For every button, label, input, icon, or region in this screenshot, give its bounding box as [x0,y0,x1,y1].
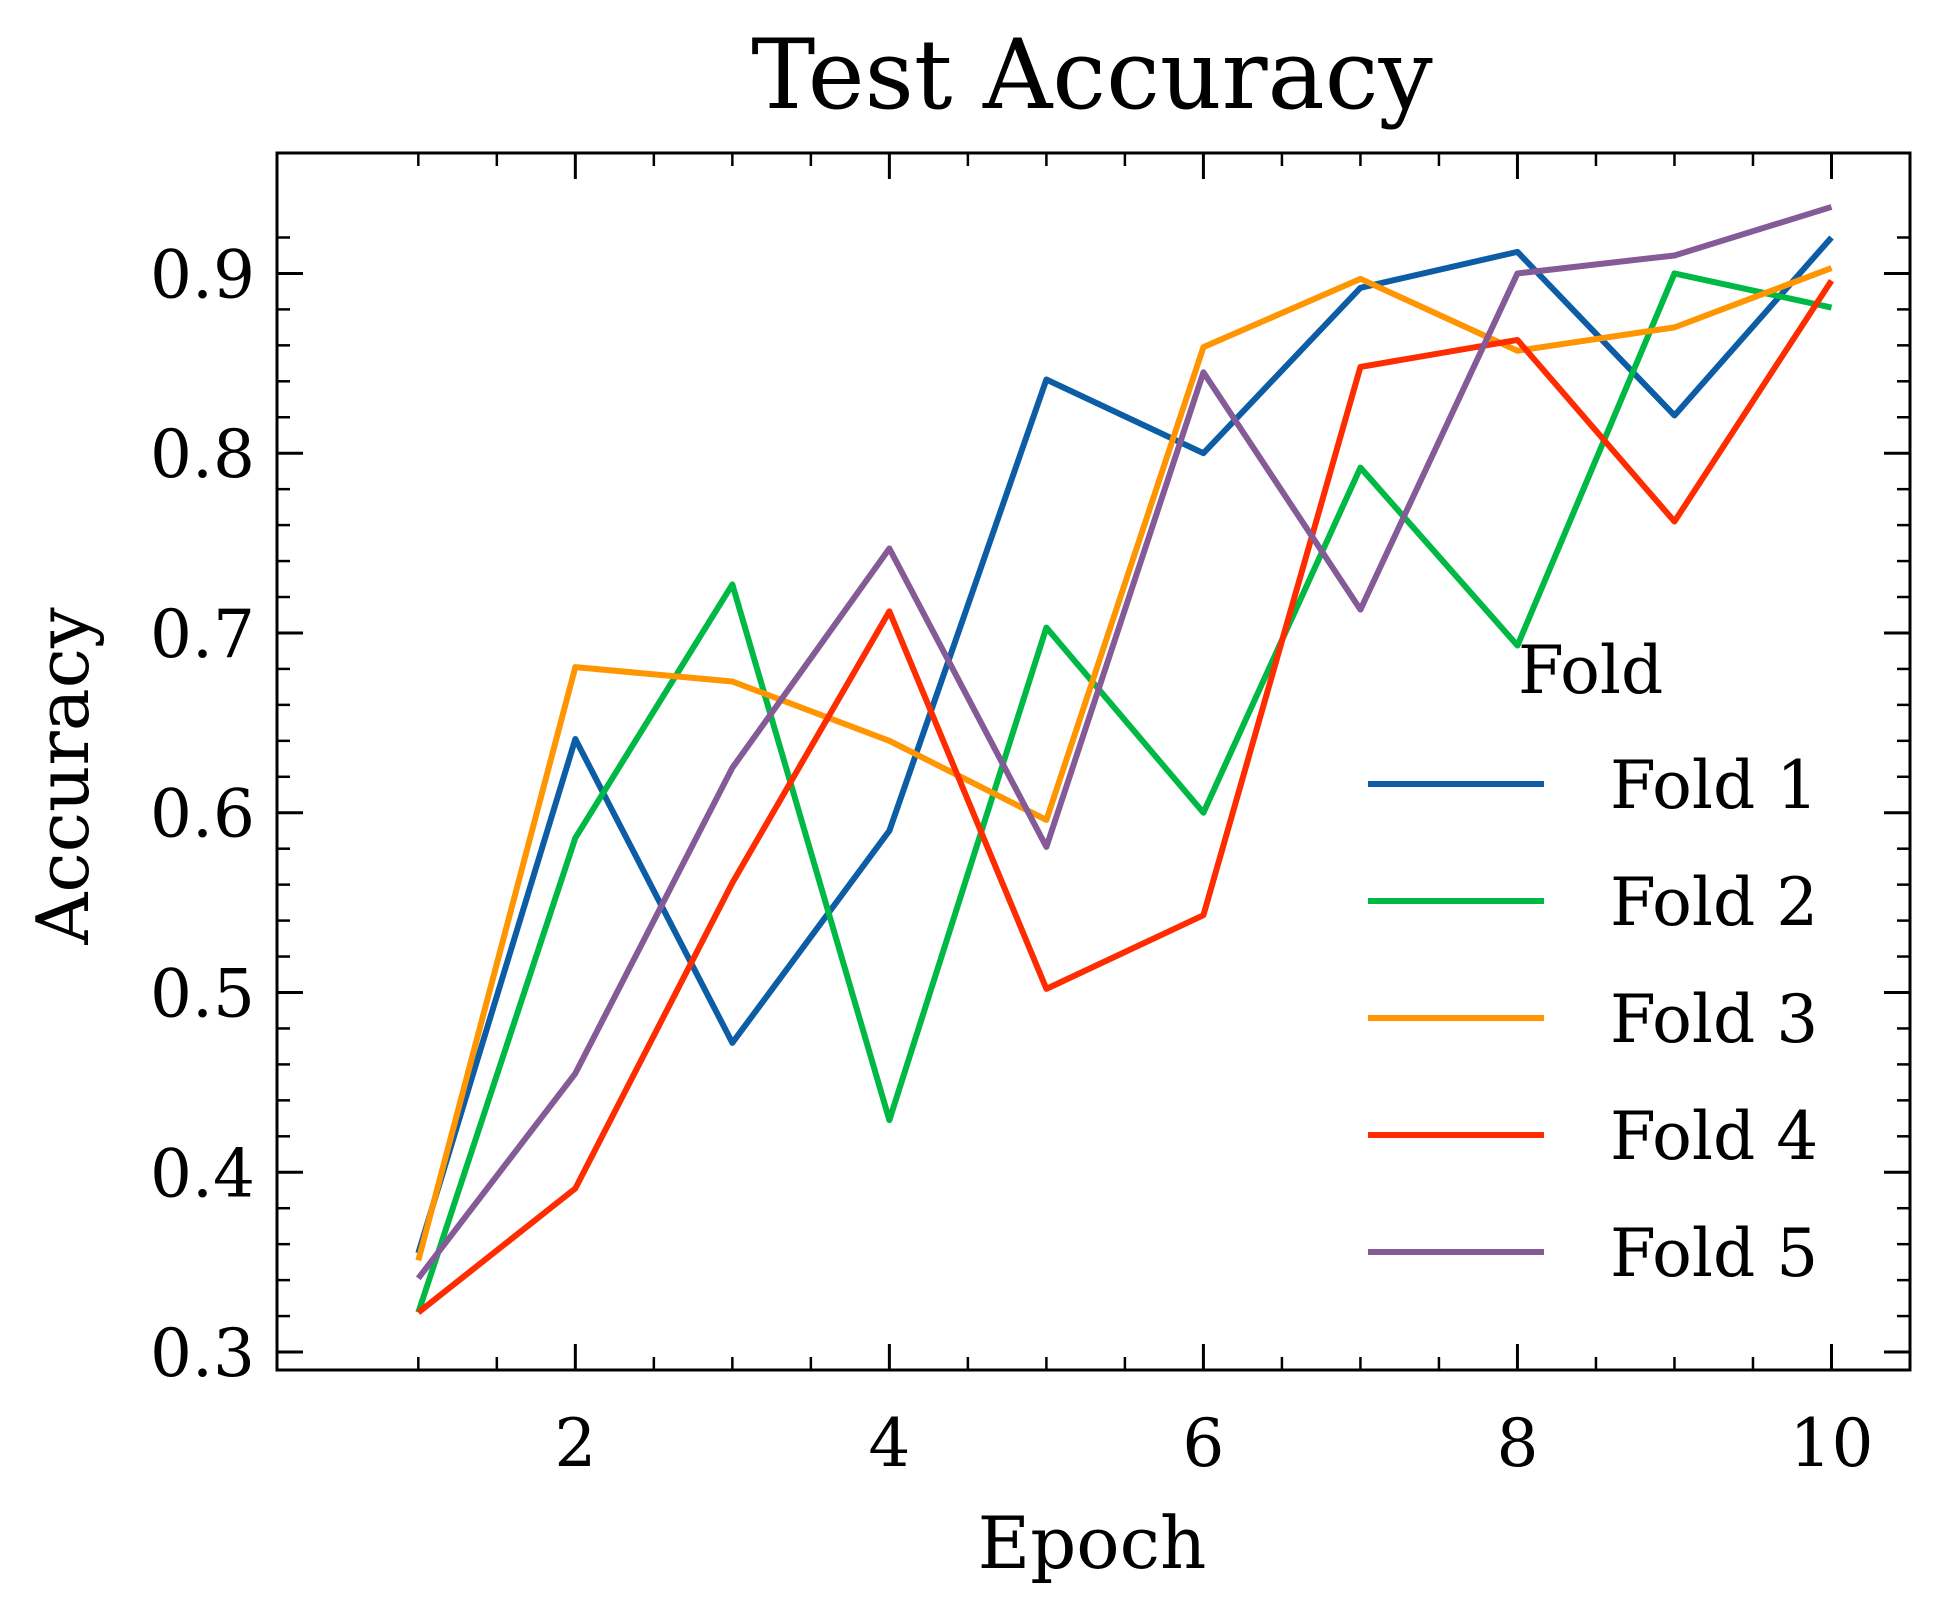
legend-label-fold-5: Fold 5 [1610,1215,1818,1292]
legend-label-fold-2: Fold 2 [1610,864,1818,941]
legend-label-fold-4: Fold 4 [1610,1098,1818,1175]
legend: Fold Fold 1 Fold 2 Fold 3 Fold 4 Fold 5 [1368,632,1818,1292]
y-tick-label: 0.9 [150,236,255,313]
y-tick-label: 0.4 [150,1135,255,1212]
series-line-fold-5 [415,204,1833,1281]
x-tick-label: 10 [1789,1405,1873,1482]
y-tick-label: 0.3 [150,1315,255,1392]
y-tick-label: 0.7 [150,596,255,673]
x-axis-label: Epoch [978,1501,1207,1585]
y-tick-label: 0.5 [150,955,255,1032]
legend-label-fold-3: Fold 3 [1610,981,1818,1058]
series-line-fold-2 [415,270,1833,1314]
chart-title: Test Accuracy [751,19,1433,131]
series-line-fold-1 [415,235,1834,1255]
series-line-fold-3 [415,265,1833,1262]
x-tick-label: 6 [1182,1405,1224,1482]
axis-ticks [277,153,1910,1370]
tick-labels: 2 4 6 8 10 0.3 0.4 0.5 0.6 0.7 0.8 0.9 [150,236,1873,1482]
x-tick-label: 4 [868,1405,910,1482]
series-lines [415,204,1835,1315]
legend-label-fold-1: Fold 1 [1610,747,1818,824]
x-tick-label: 8 [1496,1405,1538,1482]
x-tick-label: 2 [554,1405,596,1482]
y-tick-label: 0.6 [150,776,255,853]
legend-title: Fold [1518,632,1663,709]
y-tick-label: 0.8 [150,416,255,493]
y-axis-label: Accuracy [21,607,105,946]
series-line-fold-4 [416,278,1835,1315]
plot-area-frame [275,151,1912,1372]
